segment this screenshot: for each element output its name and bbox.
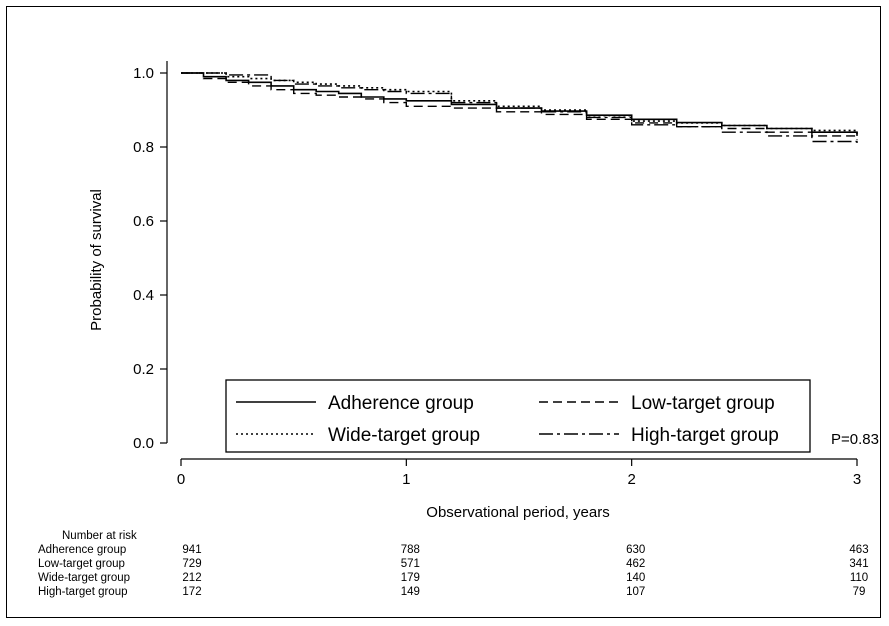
series-line-wide-target-group [181,72,858,135]
x-axis-title: Observational period, years [426,504,609,521]
x-tick-label: 2 [627,471,635,488]
risk-table-value: 463 [849,544,868,556]
risk-table-value: 140 [626,572,645,584]
risk-table-value: 179 [401,572,420,584]
legend-label: Wide-target group [328,425,480,446]
y-tick-label: 0.6 [133,213,154,230]
risk-table-row-label: Wide-target group [38,572,130,584]
risk-table-value: 212 [182,572,201,584]
y-axis: 0.0 0.2 0.4 0.6 0.8 1.0 [133,61,168,452]
risk-table-value: 172 [182,586,201,598]
series-line-high-target-group [181,72,858,144]
risk-table-value: 110 [850,572,868,584]
legend-box [225,379,811,453]
chart-frame [6,6,881,618]
risk-table-value: 107 [626,586,645,598]
y-tick-label: 0.8 [133,139,154,156]
risk-table-value: 462 [626,558,645,570]
y-tick-label: 0.4 [133,287,154,304]
x-tick-label: 0 [177,471,185,488]
legend: Adherence group Low-target group Wide-targ… [225,379,811,453]
risk-table-row-label: Adherence group [38,544,126,556]
risk-table-value: 630 [626,544,645,556]
legend-label: High-target group [631,425,779,446]
y-tick-label: 0.2 [133,361,154,378]
risk-table-value: 729 [182,558,201,570]
p-value-annotation: P=0.83 [831,431,879,448]
risk-table-value: 149 [401,586,420,598]
risk-table-heading: Number at risk [62,530,137,542]
x-tick-label: 1 [402,471,410,488]
legend-label: Adherence group [328,393,474,414]
y-tick-label: 1.0 [133,65,154,82]
risk-table-value: 571 [401,558,420,570]
y-axis-title: Probability of survival [88,189,105,331]
risk-table: Number at risk Adherence group 941 788 630 46… [38,530,869,598]
risk-table-value: 341 [849,558,868,570]
x-tick-label: 3 [853,471,861,488]
risk-table-value: 788 [401,544,420,556]
risk-table-row-label: High-target group [38,586,128,598]
x-axis: 0 1 2 3 [177,458,861,488]
risk-table-value: 941 [182,544,201,556]
y-tick-label: 0.0 [133,435,154,452]
series-line-adherence-group [181,72,858,136]
risk-table-row-label: Low-target group [38,558,125,570]
risk-table-value: 79 [853,586,866,598]
legend-label: Low-target group [631,393,775,414]
series-lines [181,72,858,144]
